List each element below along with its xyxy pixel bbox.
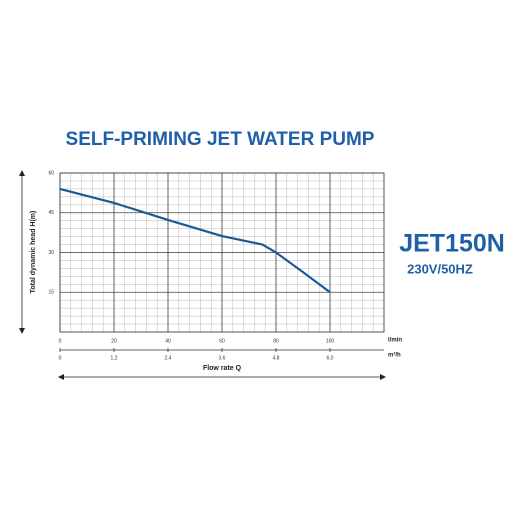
y-tick-label: 30: [48, 250, 54, 256]
x-axis-label: Flow rate Q: [203, 365, 242, 372]
x2-unit: m³/h: [388, 352, 401, 359]
x-tick-label: 80: [273, 338, 279, 344]
x2-tick-label: 2.4: [165, 355, 172, 361]
y-axis-label: Total dynamic head H(m): [30, 211, 37, 294]
x2-tick-label: 0: [59, 355, 62, 361]
x2-tick-label: 3.6: [219, 355, 226, 361]
pump-curve: [59, 187, 331, 294]
y-tick-label: 15: [48, 290, 54, 296]
x-tick-label: 60: [219, 338, 225, 344]
x2-tick-label: 6.0: [327, 355, 334, 361]
y-tick-label: 45: [48, 210, 54, 216]
x-tick-label: 40: [165, 338, 171, 344]
y-tick-label: 60: [48, 170, 54, 176]
rating: 230V/50HZ: [407, 261, 473, 276]
model: JET150N: [399, 230, 505, 258]
x2-tick-label: 4.8: [273, 355, 280, 361]
chart-title: SELF-PRIMING JET WATER PUMP: [66, 129, 375, 150]
x-tick-label: 20: [111, 338, 117, 344]
x-tick-label: 0: [59, 338, 62, 344]
x-tick-label: 100: [326, 338, 335, 344]
x-unit: l/min: [388, 338, 402, 344]
x2-tick-label: 1.2: [111, 355, 118, 361]
